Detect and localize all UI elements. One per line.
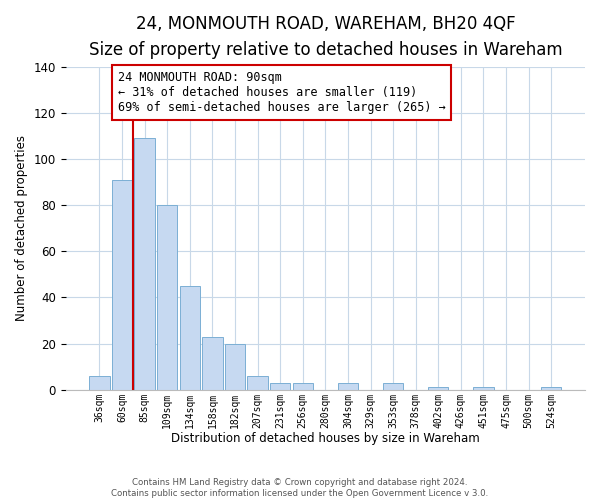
Bar (293, 383, 313, 390)
Bar (112, 180, 132, 390)
Bar (89, 376, 110, 390)
Bar (428, 388, 448, 390)
Bar (473, 388, 494, 390)
Y-axis label: Number of detached properties: Number of detached properties (15, 135, 28, 321)
Text: 24 MONMOUTH ROAD: 90sqm
← 31% of detached houses are smaller (119)
69% of semi-d: 24 MONMOUTH ROAD: 90sqm ← 31% of detache… (118, 72, 445, 114)
Bar (157, 205, 178, 390)
Text: Contains HM Land Registry data © Crown copyright and database right 2024.
Contai: Contains HM Land Registry data © Crown c… (112, 478, 488, 498)
Title: 24, MONMOUTH ROAD, WAREHAM, BH20 4QF
Size of property relative to detached house: 24, MONMOUTH ROAD, WAREHAM, BH20 4QF Siz… (89, 15, 562, 60)
Bar (225, 344, 245, 390)
Bar (202, 336, 223, 390)
Bar (179, 286, 200, 390)
Bar (338, 383, 358, 390)
Bar (541, 388, 562, 390)
Bar (247, 376, 268, 390)
Bar (383, 383, 403, 390)
X-axis label: Distribution of detached houses by size in Wareham: Distribution of detached houses by size … (171, 432, 480, 445)
Bar (134, 138, 155, 390)
Bar (270, 383, 290, 390)
